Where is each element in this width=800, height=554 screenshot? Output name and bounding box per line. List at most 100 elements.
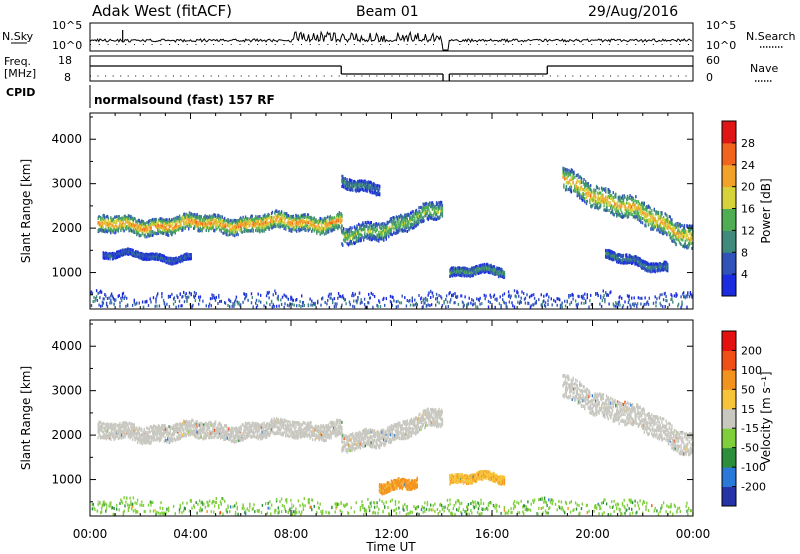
echo-cell — [311, 229, 313, 233]
freq-panel: Freq. [MHz] 18 8 60 0 Nave — [4, 54, 778, 84]
echo-cell — [213, 216, 215, 220]
echo-cell — [615, 256, 617, 260]
echo-cell — [219, 228, 221, 232]
echo-cell — [298, 225, 300, 229]
echo-cell — [232, 218, 234, 222]
echo-cell — [457, 267, 460, 271]
echo-cell — [168, 217, 171, 221]
echo-cell — [590, 194, 592, 198]
echo-cell — [645, 205, 647, 209]
echo-cell — [691, 224, 693, 228]
echo-cell — [676, 237, 678, 241]
echo-cell — [681, 224, 683, 227]
echo-cell — [255, 221, 258, 225]
echo-cell — [369, 190, 372, 194]
echo-cell — [395, 226, 398, 230]
echo-cell — [172, 231, 174, 235]
echo-cell — [185, 252, 187, 256]
echo-cell — [297, 221, 300, 225]
echo-cell — [177, 220, 179, 224]
echo-cell — [472, 274, 475, 278]
echo-cell — [121, 223, 124, 227]
echo-cell — [404, 213, 406, 217]
nsky-label: N.Sky — [2, 30, 34, 43]
echo-cell — [325, 222, 327, 225]
echo-cell — [267, 226, 269, 230]
echo-cell — [614, 258, 616, 262]
echo-cell — [354, 188, 356, 192]
echo-cell — [666, 223, 668, 227]
echo-cell — [341, 185, 343, 188]
nave-dot — [414, 75, 416, 77]
echo-cell — [262, 224, 264, 228]
echo-cell — [577, 173, 579, 177]
echo-cell — [327, 230, 329, 234]
echo-cell — [440, 205, 443, 209]
echo-cell — [257, 217, 259, 221]
nave-dot — [255, 75, 257, 77]
echo-cell — [157, 229, 160, 233]
echo-cell — [570, 190, 573, 194]
echo-cell — [271, 222, 274, 226]
echo-cell — [171, 218, 173, 222]
echo-cell — [189, 215, 192, 219]
echo-cell — [349, 239, 351, 243]
echo-cell — [270, 219, 272, 222]
echo-cell — [258, 223, 260, 227]
echo-cell — [353, 235, 355, 239]
echo-cell — [425, 202, 427, 206]
echo-cell — [346, 237, 348, 241]
echo-cell — [495, 272, 497, 276]
echo-cell — [196, 217, 198, 221]
echo-cell — [100, 228, 102, 232]
echo-cell — [361, 234, 363, 238]
echo-cell — [229, 223, 232, 227]
echo-cell — [97, 217, 99, 220]
echo-cell — [152, 218, 154, 222]
echo-cell — [234, 230, 237, 234]
echo-cell — [372, 227, 374, 231]
echo-cell — [133, 216, 135, 220]
echo-cell — [259, 222, 261, 226]
echo-cell — [470, 273, 472, 277]
echo-cell — [456, 272, 459, 276]
echo-cell — [136, 226, 139, 230]
echo-cell — [359, 233, 362, 236]
echo-cell — [186, 224, 188, 228]
echo-cell — [119, 221, 121, 225]
echo-cell — [317, 229, 320, 233]
echo-cell — [367, 185, 369, 189]
echo-cell — [349, 226, 351, 230]
echo-cell — [172, 257, 175, 261]
echo-cell — [653, 226, 655, 230]
echo-cell — [167, 232, 169, 236]
echo-cell — [398, 215, 400, 218]
echo-cell — [173, 225, 176, 229]
echo-cell — [584, 189, 586, 193]
echo-cell — [607, 249, 609, 253]
echo-cell — [256, 221, 259, 225]
echo-cell — [126, 225, 128, 228]
echo-cell — [364, 184, 367, 188]
echo-cell — [674, 241, 676, 245]
echo-cell — [183, 221, 186, 225]
echo-cell — [616, 253, 618, 257]
echo-cell — [667, 222, 670, 226]
echo-cell — [141, 228, 144, 232]
echo-cell — [219, 223, 221, 227]
echo-cell — [419, 206, 421, 210]
echo-cell — [290, 222, 292, 226]
echo-cell — [371, 188, 373, 192]
echo-cell — [107, 228, 109, 232]
echo-cell — [328, 223, 331, 227]
echo-cell — [409, 211, 412, 215]
echo-cell — [598, 191, 600, 195]
echo-cell — [330, 229, 332, 233]
echo-cell — [219, 216, 221, 220]
echo-cell — [269, 220, 271, 224]
echo-cell — [384, 230, 387, 234]
echo-cell — [112, 217, 114, 221]
echo-cell — [456, 267, 458, 271]
echo-cell — [166, 218, 168, 222]
nsearch-dot — [468, 44, 470, 45]
